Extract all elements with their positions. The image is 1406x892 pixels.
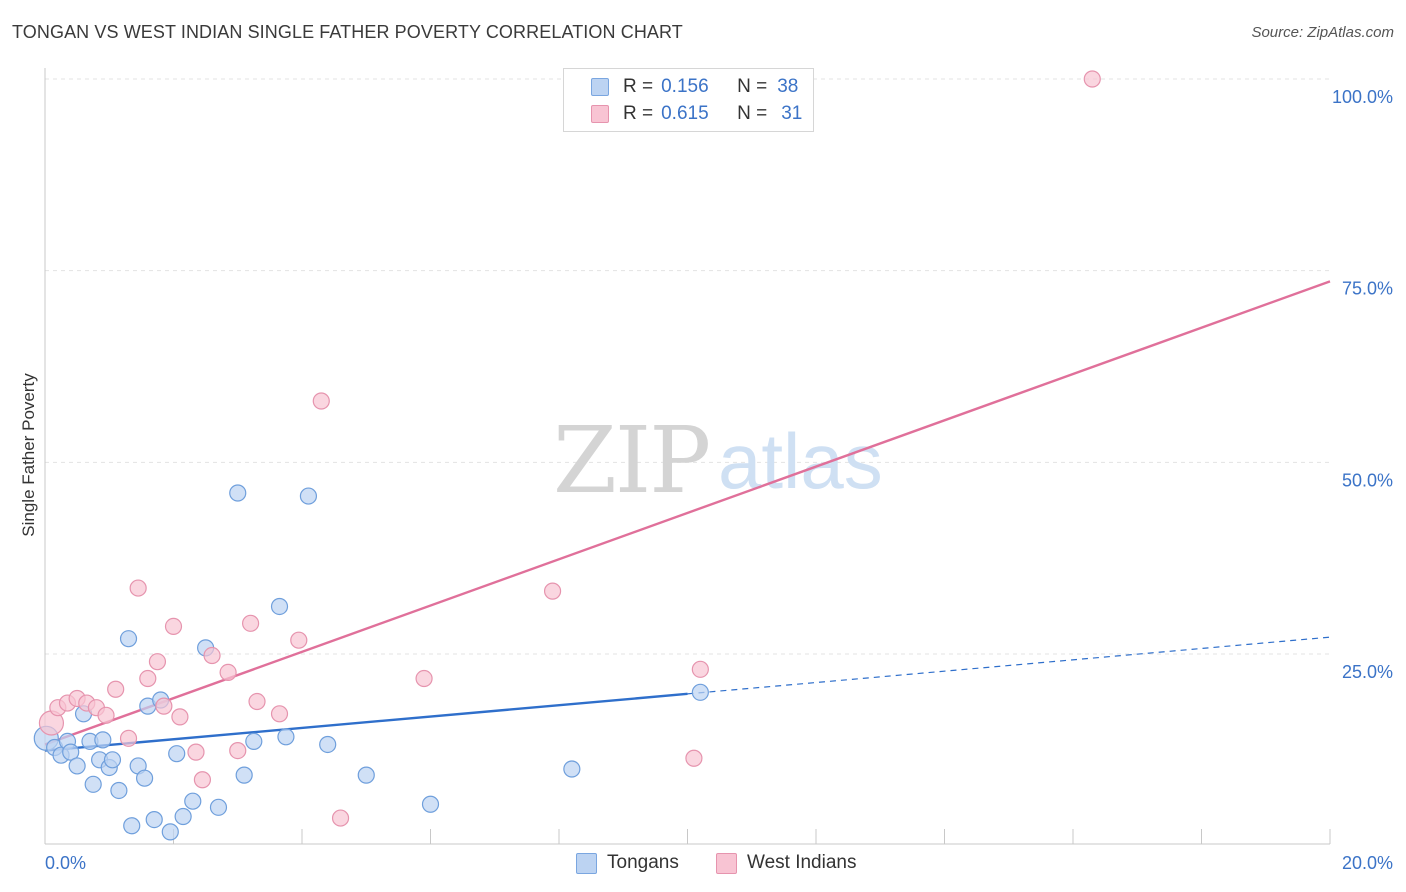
point-tongans (691, 683, 709, 701)
x-tick-label-min: 0.0% (45, 853, 86, 873)
point-west-indians (1083, 70, 1101, 88)
point-west-indians (193, 771, 212, 789)
series-swatch-west-indians (716, 852, 737, 874)
point-west-indians (270, 705, 289, 723)
point-west-indians (248, 692, 266, 711)
point-tongans (245, 732, 263, 751)
point-tongans (209, 798, 228, 816)
point-tongans (110, 781, 128, 800)
point-tongans (168, 745, 186, 763)
point-west-indians (107, 680, 125, 698)
legend-r-label: R = (623, 76, 654, 97)
legend-swatch-west-indians (591, 105, 609, 123)
point-west-indians (229, 741, 247, 760)
point-tongans (145, 810, 163, 829)
y-axis-label: Single Father Poverty (19, 373, 38, 537)
data-points (33, 70, 1101, 841)
point-west-indians (685, 749, 703, 767)
point-west-indians (187, 743, 205, 761)
point-tongans (68, 757, 86, 775)
point-west-indians (164, 617, 183, 636)
y-tick-label: 50.0% (1342, 470, 1393, 490)
trend-line-tongans (44, 692, 688, 752)
point-tongans (174, 807, 192, 826)
series-legend-west-indians: West Indians (716, 852, 856, 874)
trend-line-west-indians (44, 280, 1331, 746)
point-tongans (84, 775, 102, 793)
point-tongans (119, 630, 138, 648)
legend-r-label: R = (623, 103, 654, 124)
point-west-indians (242, 614, 260, 632)
point-west-indians (119, 729, 138, 747)
point-tongans (421, 795, 440, 813)
legend-row-tongans: R = 0.156 N = 38 (564, 74, 798, 100)
point-west-indians (97, 706, 115, 724)
series-name-tongans: Tongans (607, 852, 679, 873)
series-swatch-tongans (576, 852, 597, 874)
point-west-indians (129, 579, 147, 597)
point-west-indians (203, 646, 221, 665)
series-legend-tongans: Tongans (576, 852, 679, 874)
y-tick-label: 25.0% (1342, 662, 1393, 682)
grid-lines (45, 78, 1330, 655)
trend-lines (44, 280, 1331, 752)
legend-r-value-tongans: 0.156 (661, 76, 709, 97)
chart-title: TONGAN VS WEST INDIAN SINGLE FATHER POVE… (12, 22, 683, 42)
point-west-indians (691, 660, 709, 678)
point-tongans (161, 823, 179, 841)
point-west-indians (219, 663, 237, 682)
y-tick-label: 75.0% (1342, 279, 1393, 299)
point-west-indians (543, 582, 562, 600)
point-west-indians (312, 392, 330, 410)
watermark-atlas: atlas (718, 417, 883, 505)
legend-n-value-west-indians: 31 (781, 103, 803, 124)
point-west-indians (415, 669, 433, 688)
point-tongans (135, 769, 154, 787)
point-tongans (319, 735, 337, 754)
point-tongans (184, 792, 202, 810)
point-tongans (123, 817, 141, 835)
point-tongans (103, 751, 122, 769)
legend-n-label: N = (737, 103, 768, 124)
point-west-indians (171, 708, 189, 726)
point-west-indians (148, 653, 167, 671)
point-west-indians (139, 669, 157, 688)
point-tongans (299, 487, 318, 505)
point-tongans (235, 766, 253, 784)
source-credit: Source: ZipAtlas.com (1251, 24, 1394, 41)
point-west-indians (155, 697, 173, 715)
x-tick-label-max: 20.0% (1342, 853, 1393, 873)
legend-swatch-tongans (591, 78, 609, 96)
point-west-indians (331, 809, 350, 827)
legend-n-value-tongans: 38 (777, 76, 799, 97)
y-tick-label: 100.0% (1332, 87, 1393, 107)
point-tongans (229, 484, 247, 502)
point-tongans (94, 731, 112, 749)
watermark: ZIP atlas (553, 407, 883, 514)
legend-row-west-indians: R = 0.615 N = 31 (564, 101, 802, 127)
point-tongans (357, 766, 375, 784)
point-tongans (62, 743, 80, 761)
legend-n-label: N = (737, 76, 768, 97)
trend-line-tongans-extension (687, 636, 1331, 695)
series-name-west-indians: West Indians (747, 852, 857, 873)
tick-labels: 25.0% 50.0% 75.0% 100.0% 0.0% 20.0% (45, 87, 1393, 873)
legend-r-value-west-indians: 0.615 (661, 103, 709, 124)
point-tongans (270, 597, 289, 616)
point-tongans (277, 728, 295, 746)
watermark-zip: ZIP (553, 407, 709, 514)
point-west-indians (290, 631, 308, 649)
point-tongans (563, 760, 581, 778)
correlation-legend: R = 0.156 N = 38 R = 0.615 N = 31 (563, 68, 814, 132)
